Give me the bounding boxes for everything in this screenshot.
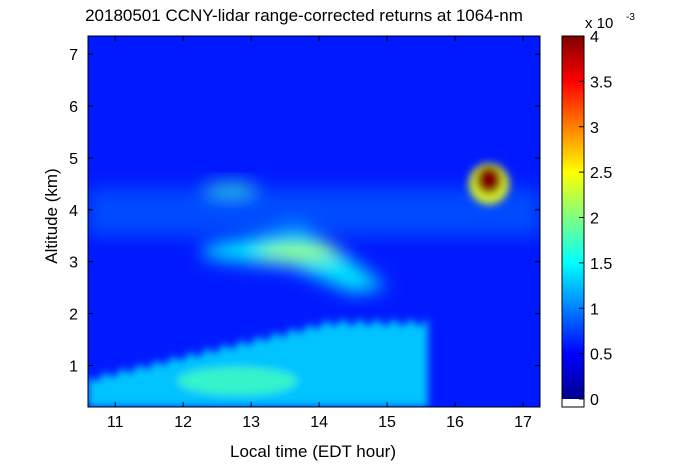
y-tick-label-0: 1 xyxy=(69,358,78,375)
y-axis-ticks: 1 2 3 4 5 6 7 xyxy=(69,47,540,375)
y-axis-label: Altitude (km) xyxy=(42,168,61,263)
chart-title: 20180501 CCNY-lidar range-corrected retu… xyxy=(85,6,523,25)
plot-frame xyxy=(87,35,541,408)
y-tick-label-6: 7 xyxy=(69,47,78,64)
heatmap-layers xyxy=(88,163,540,407)
colorbar-tick-label-7: 3.5 xyxy=(590,74,612,91)
colorbar-tick-label-0: 0 xyxy=(590,392,599,409)
colorbar-below-min xyxy=(562,399,584,407)
x-tick-label-6: 17 xyxy=(514,414,532,431)
colorbar-tick-label-5: 2.5 xyxy=(590,165,612,182)
heatmap-feature-3 xyxy=(468,163,510,205)
colorbar-tick-label-3: 1.5 xyxy=(590,256,612,273)
heatmap-feature-1 xyxy=(203,220,388,293)
x-tick-label-3: 14 xyxy=(310,414,328,431)
colorbar xyxy=(562,36,584,399)
colorbar-exponent: -3 xyxy=(626,12,635,23)
y-tick-label-4: 5 xyxy=(69,151,78,168)
heatmap-feature-0 xyxy=(88,318,428,407)
x-axis-ticks: 11 12 13 14 15 16 17 xyxy=(107,36,532,431)
colorbar-tick-label-1: 0.5 xyxy=(590,347,612,364)
heatmap-feature-2 xyxy=(88,183,540,236)
y-tick-label-3: 4 xyxy=(69,203,78,220)
colorbar-tick-label-8: 4 xyxy=(590,29,599,46)
y-tick-label-5: 6 xyxy=(69,99,78,116)
y-tick-label-1: 2 xyxy=(69,307,78,324)
y-tick-label-2: 3 xyxy=(69,255,78,272)
colorbar-tick-label-2: 1 xyxy=(590,301,599,318)
x-tick-label-4: 15 xyxy=(378,414,396,431)
colorbar-tick-label-6: 3 xyxy=(590,120,599,137)
x-tick-label-5: 16 xyxy=(446,414,464,431)
x-axis-label: Local time (EDT hour) xyxy=(230,442,396,461)
colorbar-frame xyxy=(561,35,585,408)
colorbar-ticks: 0 0.5 1 1.5 2 2.5 3 3.5 4 xyxy=(579,29,612,409)
colorbar-exponent-base: x 10 xyxy=(585,15,613,32)
x-tick-label-2: 13 xyxy=(242,414,260,431)
x-tick-label-1: 12 xyxy=(174,414,192,431)
plot-area xyxy=(88,36,540,407)
x-tick-label-0: 11 xyxy=(107,414,124,431)
colorbar-tick-label-4: 2 xyxy=(590,211,599,228)
